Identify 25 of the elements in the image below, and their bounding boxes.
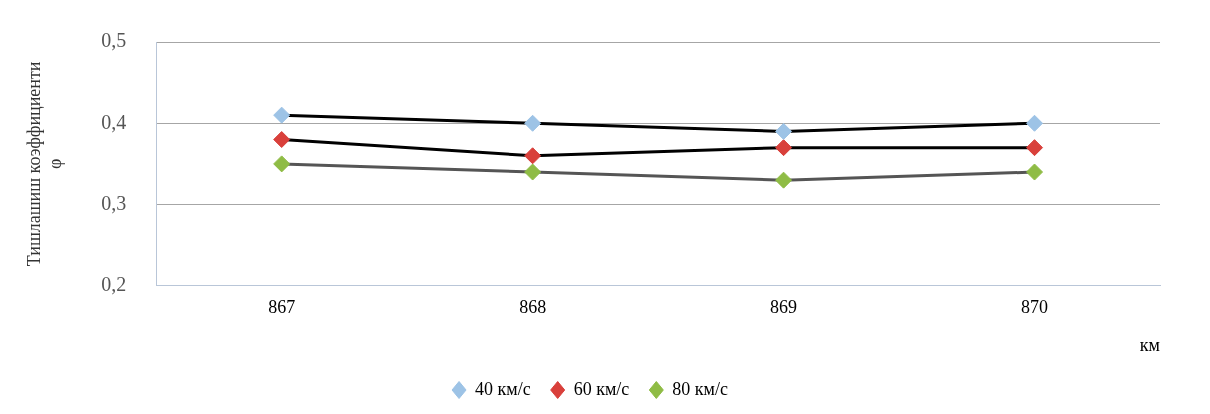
legend-label: 80 км/с: [672, 378, 728, 399]
point: [1026, 163, 1044, 181]
point: [1026, 114, 1044, 132]
legend-label: 60 км/с: [573, 378, 630, 399]
y-axis-title: Тишлашиш коэффициенти φ: [23, 61, 66, 267]
point: [273, 155, 291, 173]
x-tick-label: 868: [519, 297, 547, 318]
point: [775, 139, 793, 157]
x-tick-label: 869: [770, 297, 798, 318]
point: [524, 114, 542, 132]
y-tick-label: 0,4: [101, 110, 127, 133]
x-axis-title: км: [1139, 334, 1160, 355]
y-tick-label: 0,5: [101, 29, 127, 52]
y-tick-label: 0,3: [101, 191, 127, 214]
point: [524, 163, 542, 181]
point: [775, 171, 793, 189]
point: [273, 131, 291, 149]
point: [273, 106, 291, 124]
point: [1026, 139, 1044, 157]
y-tick-label: 0,2: [101, 273, 127, 296]
legend-label: 40 км/с: [475, 378, 531, 399]
x-tick-label: 867: [268, 297, 296, 318]
point: [775, 122, 793, 140]
x-tick-label: 870: [1021, 297, 1049, 318]
point: [524, 147, 542, 165]
